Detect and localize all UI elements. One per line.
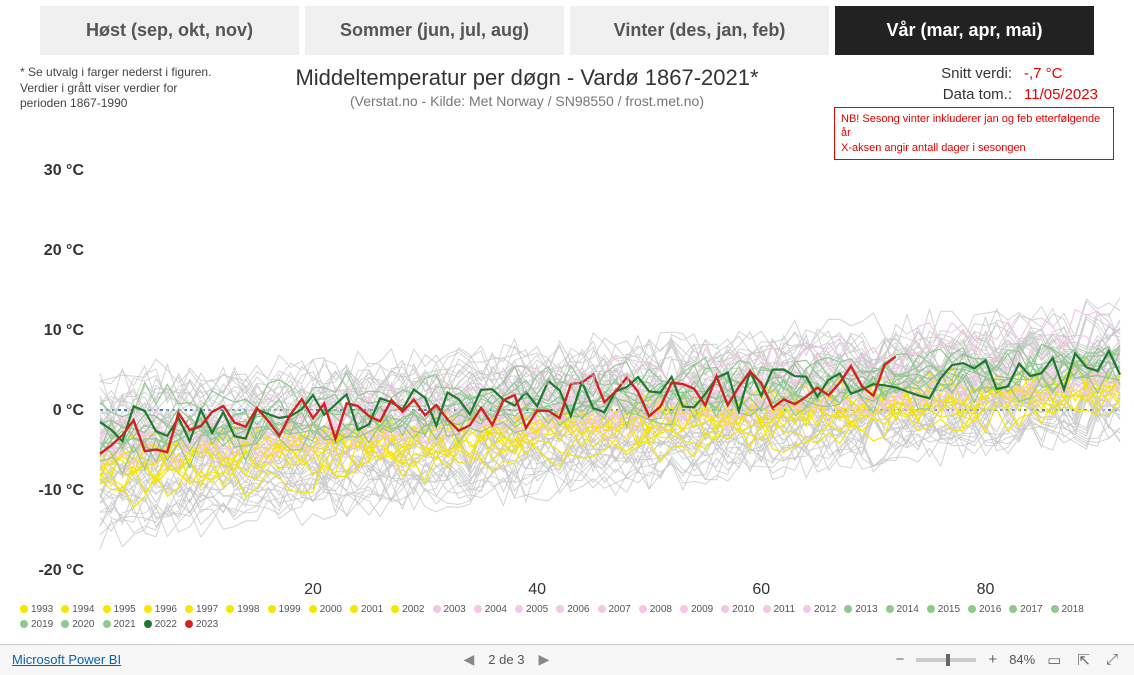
zoom-value: 84% (1009, 652, 1035, 667)
legend-item-2018[interactable]: 2018 (1051, 604, 1084, 615)
line-chart[interactable]: -20 °C -10 °C 0 °C 10 °C 20 °C 30 °C 20 40 60 80 (20, 160, 1130, 600)
legend-item-2010[interactable]: 2010 (721, 604, 754, 615)
svg-text:-10 °C: -10 °C (38, 482, 84, 499)
legend-item-1998[interactable]: 1998 (226, 604, 259, 615)
fit-page-icon[interactable]: ▭ (1043, 651, 1065, 669)
svg-text:30 °C: 30 °C (44, 162, 85, 179)
warning-box: NB! Sesong vinter inkluderer jan og feb … (834, 107, 1114, 160)
next-page-icon[interactable]: ▶ (538, 651, 549, 668)
legend-item-2021[interactable]: 2021 (103, 619, 136, 630)
legend-item-2013[interactable]: 2013 (844, 604, 877, 615)
legend-item-2023[interactable]: 2023 (185, 619, 218, 630)
legend-item-2015[interactable]: 2015 (927, 604, 960, 615)
svg-text:80: 80 (977, 581, 995, 598)
legend-item-1997[interactable]: 1997 (185, 604, 218, 615)
page-indicator: 2 de 3 (488, 652, 524, 667)
legend-item-1994[interactable]: 1994 (61, 604, 94, 615)
svg-text:20 °C: 20 °C (44, 242, 85, 259)
legend-item-1999[interactable]: 1999 (268, 604, 301, 615)
footer-bar: Microsoft Power BI ◀ 2 de 3 ▶ − + 84% ▭ … (0, 644, 1134, 675)
svg-text:20: 20 (304, 581, 322, 598)
share-icon[interactable]: ⇱ (1073, 651, 1094, 669)
zoom-in-icon[interactable]: + (984, 651, 1001, 668)
prev-page-icon[interactable]: ◀ (464, 651, 475, 668)
legend-item-2017[interactable]: 2017 (1009, 604, 1042, 615)
legend: 1993 1994 1995 1996 1997 1998 1999 2000 2001 2002… (0, 600, 1134, 638)
legend-item-2009[interactable]: 2009 (680, 604, 713, 615)
zoom-out-icon[interactable]: − (892, 651, 909, 668)
date-value: 11/05/2023 (1024, 86, 1114, 103)
legend-item-2004[interactable]: 2004 (474, 604, 507, 615)
svg-text:10 °C: 10 °C (44, 322, 85, 339)
chart-subtitle: (Verstat.no - Kilde: Met Norway / SN9855… (220, 93, 834, 109)
tab-vinter[interactable]: Vinter (des, jan, feb) (570, 6, 829, 55)
chart-area: -20 °C-10 °C0 °C10 °C20 °C30 °C20406080 … (0, 160, 1134, 600)
avg-label: Snitt verdi: (941, 65, 1012, 82)
title-block: Middeltemperatur per døgn - Vardø 1867-2… (220, 65, 834, 109)
tab-vår[interactable]: Vår (mar, apr, mai) (835, 6, 1094, 55)
avg-value: -,7 °C (1024, 65, 1114, 82)
legend-item-2002[interactable]: 2002 (391, 604, 424, 615)
zoom-slider[interactable] (916, 658, 976, 662)
powerbi-link[interactable]: Microsoft Power BI (12, 652, 121, 667)
legend-item-1996[interactable]: 1996 (144, 604, 177, 615)
header-row: * Se utvalg i farger nederst i figuren. … (0, 55, 1134, 160)
legend-item-1995[interactable]: 1995 (103, 604, 136, 615)
zoom-controls: − + 84% ▭ ⇱ ⤢ (892, 651, 1122, 669)
svg-text:-20 °C: -20 °C (38, 562, 84, 579)
legend-item-2012[interactable]: 2012 (803, 604, 836, 615)
legend-item-2006[interactable]: 2006 (556, 604, 589, 615)
legend-item-2003[interactable]: 2003 (433, 604, 466, 615)
legend-item-1993[interactable]: 1993 (20, 604, 53, 615)
legend-item-2007[interactable]: 2007 (598, 604, 631, 615)
pager: ◀ 2 de 3 ▶ (121, 651, 892, 668)
legend-item-2001[interactable]: 2001 (350, 604, 383, 615)
season-tabs: Høst (sep, okt, nov)Sommer (jun, jul, au… (0, 0, 1134, 55)
legend-item-2016[interactable]: 2016 (968, 604, 1001, 615)
tab-høst[interactable]: Høst (sep, okt, nov) (40, 6, 299, 55)
chart-title: Middeltemperatur per døgn - Vardø 1867-2… (220, 65, 834, 91)
legend-item-2020[interactable]: 2020 (61, 619, 94, 630)
legend-item-2014[interactable]: 2014 (886, 604, 919, 615)
svg-text:40: 40 (528, 581, 546, 598)
fullscreen-icon[interactable]: ⤢ (1102, 651, 1122, 668)
date-label: Data tom.: (943, 86, 1012, 103)
svg-text:0 °C: 0 °C (53, 402, 85, 419)
footnote-text: * Se utvalg i farger nederst i figuren. … (20, 65, 220, 112)
legend-item-2000[interactable]: 2000 (309, 604, 342, 615)
svg-text:60: 60 (752, 581, 770, 598)
legend-item-2005[interactable]: 2005 (515, 604, 548, 615)
legend-item-2008[interactable]: 2008 (639, 604, 672, 615)
legend-item-2019[interactable]: 2019 (20, 619, 53, 630)
stats-panel: Snitt verdi: -,7 °C Data tom.: 11/05/202… (834, 65, 1114, 160)
legend-item-2011[interactable]: 2011 (763, 604, 796, 615)
tab-sommer[interactable]: Sommer (jun, jul, aug) (305, 6, 564, 55)
legend-item-2022[interactable]: 2022 (144, 619, 177, 630)
